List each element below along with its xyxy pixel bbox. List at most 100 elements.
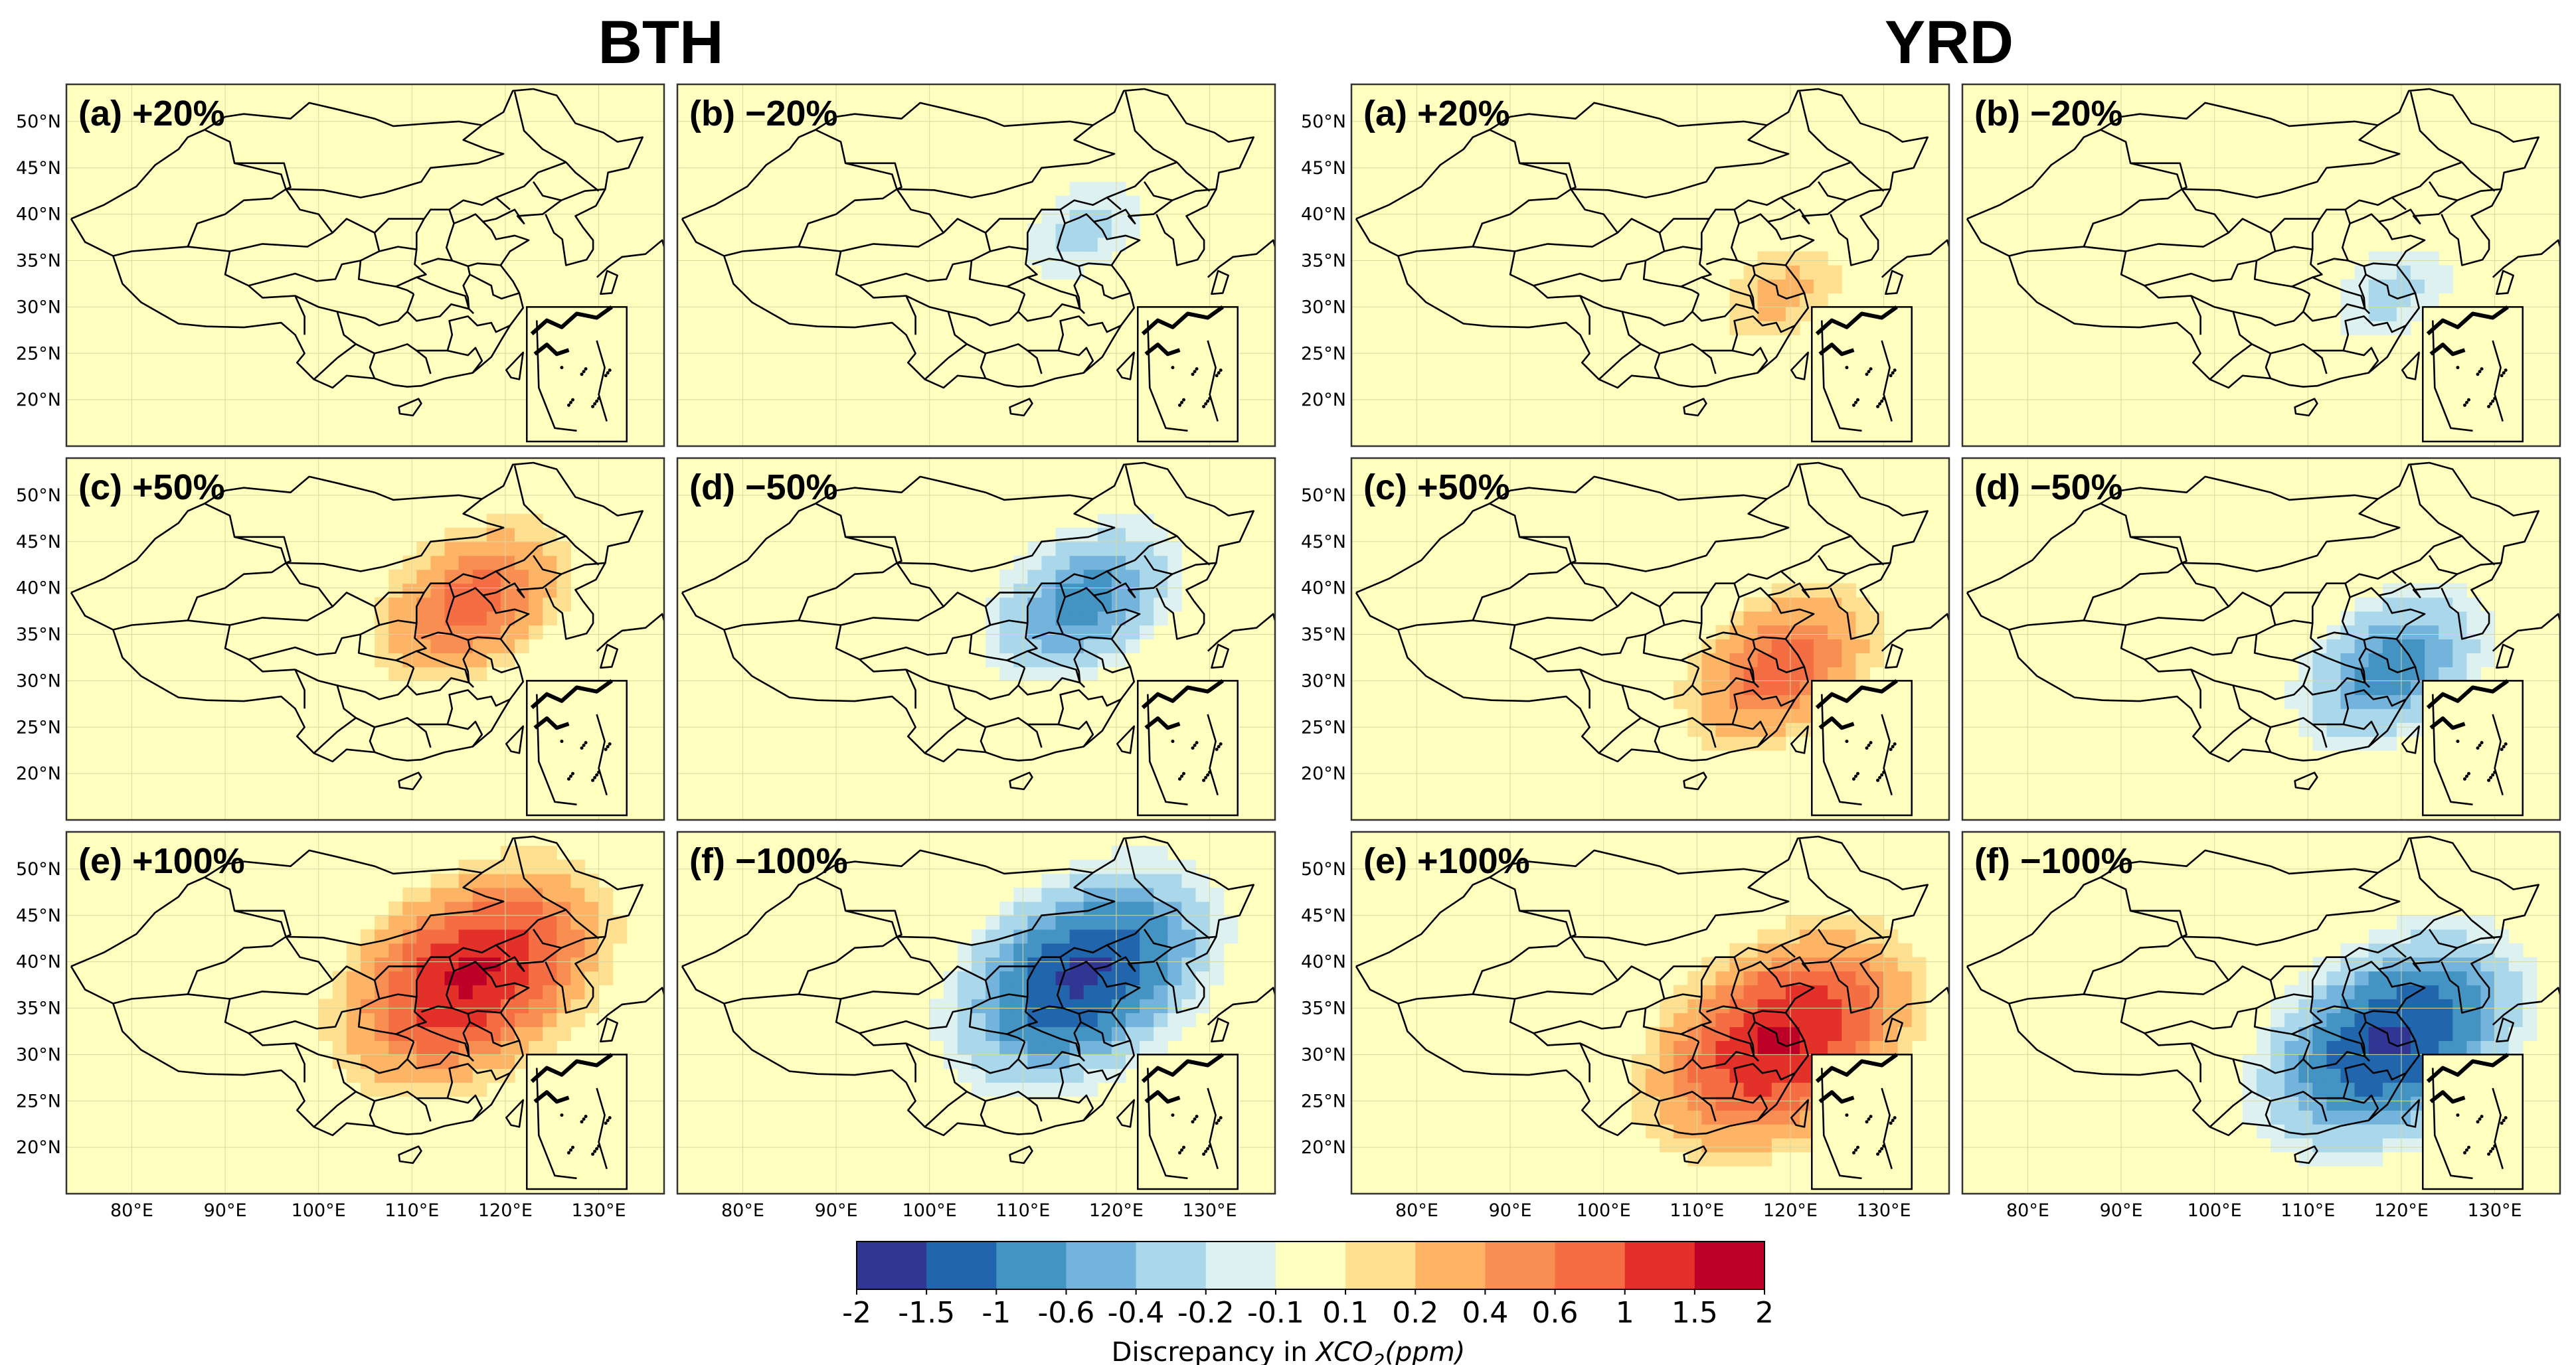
field-cell: [1041, 1068, 1057, 1083]
island: [1116, 1099, 1135, 1128]
field-cell: [543, 1040, 557, 1055]
panel-label: (c) +50%: [78, 467, 225, 507]
province-boundary: [2365, 647, 2416, 674]
province-boundary: [1065, 587, 1095, 598]
field-cell: [515, 527, 529, 542]
inset-island: [1882, 770, 1886, 774]
field-cell: [1674, 1124, 1688, 1139]
field-cell: [2425, 625, 2439, 640]
field-cell: [1083, 859, 1098, 874]
field-cell: [1069, 223, 1084, 238]
field-cell: [1814, 639, 1828, 654]
province-boundary: [2344, 197, 2407, 210]
field-cell: [2396, 597, 2411, 612]
field-cell: [1687, 708, 1702, 723]
field-cell: [1729, 1124, 1745, 1139]
field-cell: [444, 1012, 460, 1028]
ytick-label: 35°N: [1301, 625, 1346, 645]
province-boundary: [798, 562, 898, 621]
xtick-label: 120°E: [1089, 1200, 1144, 1221]
inset-island: [608, 742, 612, 746]
field-cell: [2411, 251, 2425, 266]
field-cell: [458, 527, 473, 542]
field-cell: [2312, 1040, 2328, 1055]
field-cell: [543, 527, 557, 542]
inset-island: [568, 774, 572, 778]
province-boundary: [2253, 1008, 2310, 1042]
ytick-label: 20°N: [16, 390, 61, 410]
province-boundary: [2343, 1094, 2379, 1121]
ytick-label: 25°N: [1301, 1091, 1346, 1111]
field-cell: [472, 541, 487, 556]
south-china-sea-inset: [2422, 1054, 2524, 1190]
field-cell: [2382, 251, 2397, 266]
field-cell: [2439, 929, 2453, 944]
field-cell: [1069, 985, 1084, 1000]
field-cell: [1842, 583, 1856, 598]
province-boundary: [2120, 251, 2257, 287]
field-cell: [1126, 999, 1140, 1014]
field-cell: [957, 971, 972, 986]
field-cell: [1743, 1012, 1759, 1028]
field-cell: [2312, 1152, 2328, 1166]
field-cell: [444, 639, 460, 654]
province-boundary: [2429, 928, 2458, 949]
field-cell: [1111, 541, 1126, 556]
province-boundary: [1659, 965, 1709, 981]
province-boundary: [2344, 570, 2407, 584]
field-cell: [1814, 971, 1828, 986]
field-cell: [402, 957, 417, 972]
field-cell: [2466, 667, 2482, 681]
field-cell: [2368, 265, 2383, 280]
border-line: [545, 562, 606, 640]
province-boundary: [1078, 1010, 1112, 1015]
field-cell: [2439, 597, 2453, 612]
field-cell: [402, 943, 417, 958]
field-cell: [1800, 1054, 1814, 1069]
field-cell: [2382, 929, 2397, 944]
province-boundary: [379, 246, 427, 278]
field-cell: [2368, 639, 2383, 654]
field-cell: [1674, 1054, 1688, 1069]
field-cell: [2425, 251, 2439, 266]
inset-island: [606, 1119, 610, 1123]
field-cell: [2354, 321, 2369, 335]
field-cell: [2368, 957, 2383, 972]
field-cell: [1154, 541, 1168, 556]
field-cell: [1097, 555, 1112, 570]
field-cell: [2494, 999, 2510, 1014]
field-cell: [2382, 985, 2397, 1000]
field-cell: [529, 513, 543, 528]
field-cell: [2522, 971, 2537, 986]
inset-island: [591, 404, 595, 408]
field-cell: [1055, 1012, 1071, 1028]
field-cell: [2298, 708, 2313, 723]
province-boundary: [2291, 650, 2366, 683]
field-cell: [1154, 1040, 1168, 1055]
panel-yrd-4: (e) +100%50°N45°N40°N35°N30°N25°N20°N80°…: [1301, 831, 1950, 1221]
province-boundary: [1642, 634, 1699, 669]
field-cell: [529, 625, 543, 640]
field-cell: [1743, 279, 1759, 294]
field-cell: [1069, 887, 1084, 902]
inset-island: [1171, 366, 1175, 370]
field-cell: [2382, 279, 2397, 294]
province-boundary: [2265, 1100, 2272, 1127]
province-boundary: [357, 260, 414, 295]
colorbar-tick-label: -0.4: [1108, 1296, 1165, 1330]
field-cell: [2340, 1138, 2356, 1153]
province-boundary: [1579, 1042, 1642, 1128]
field-cell: [543, 901, 557, 916]
panel-yrd-3: (d) −50%: [1961, 457, 2561, 821]
field-cell: [2284, 694, 2299, 709]
field-cell: [1631, 1054, 1646, 1069]
field-cell: [486, 555, 501, 570]
province-boundary: [968, 634, 1025, 669]
field-cell: [2354, 1082, 2369, 1097]
field-cell: [1800, 1068, 1814, 1083]
panel-yrd-0: (a) +20%50°N45°N40°N35°N30°N25°N20°N: [1301, 83, 1950, 447]
province-boundary: [1818, 554, 1847, 575]
field-cell: [1828, 611, 1842, 626]
inset-island: [2464, 400, 2468, 404]
field-cell: [557, 873, 571, 888]
